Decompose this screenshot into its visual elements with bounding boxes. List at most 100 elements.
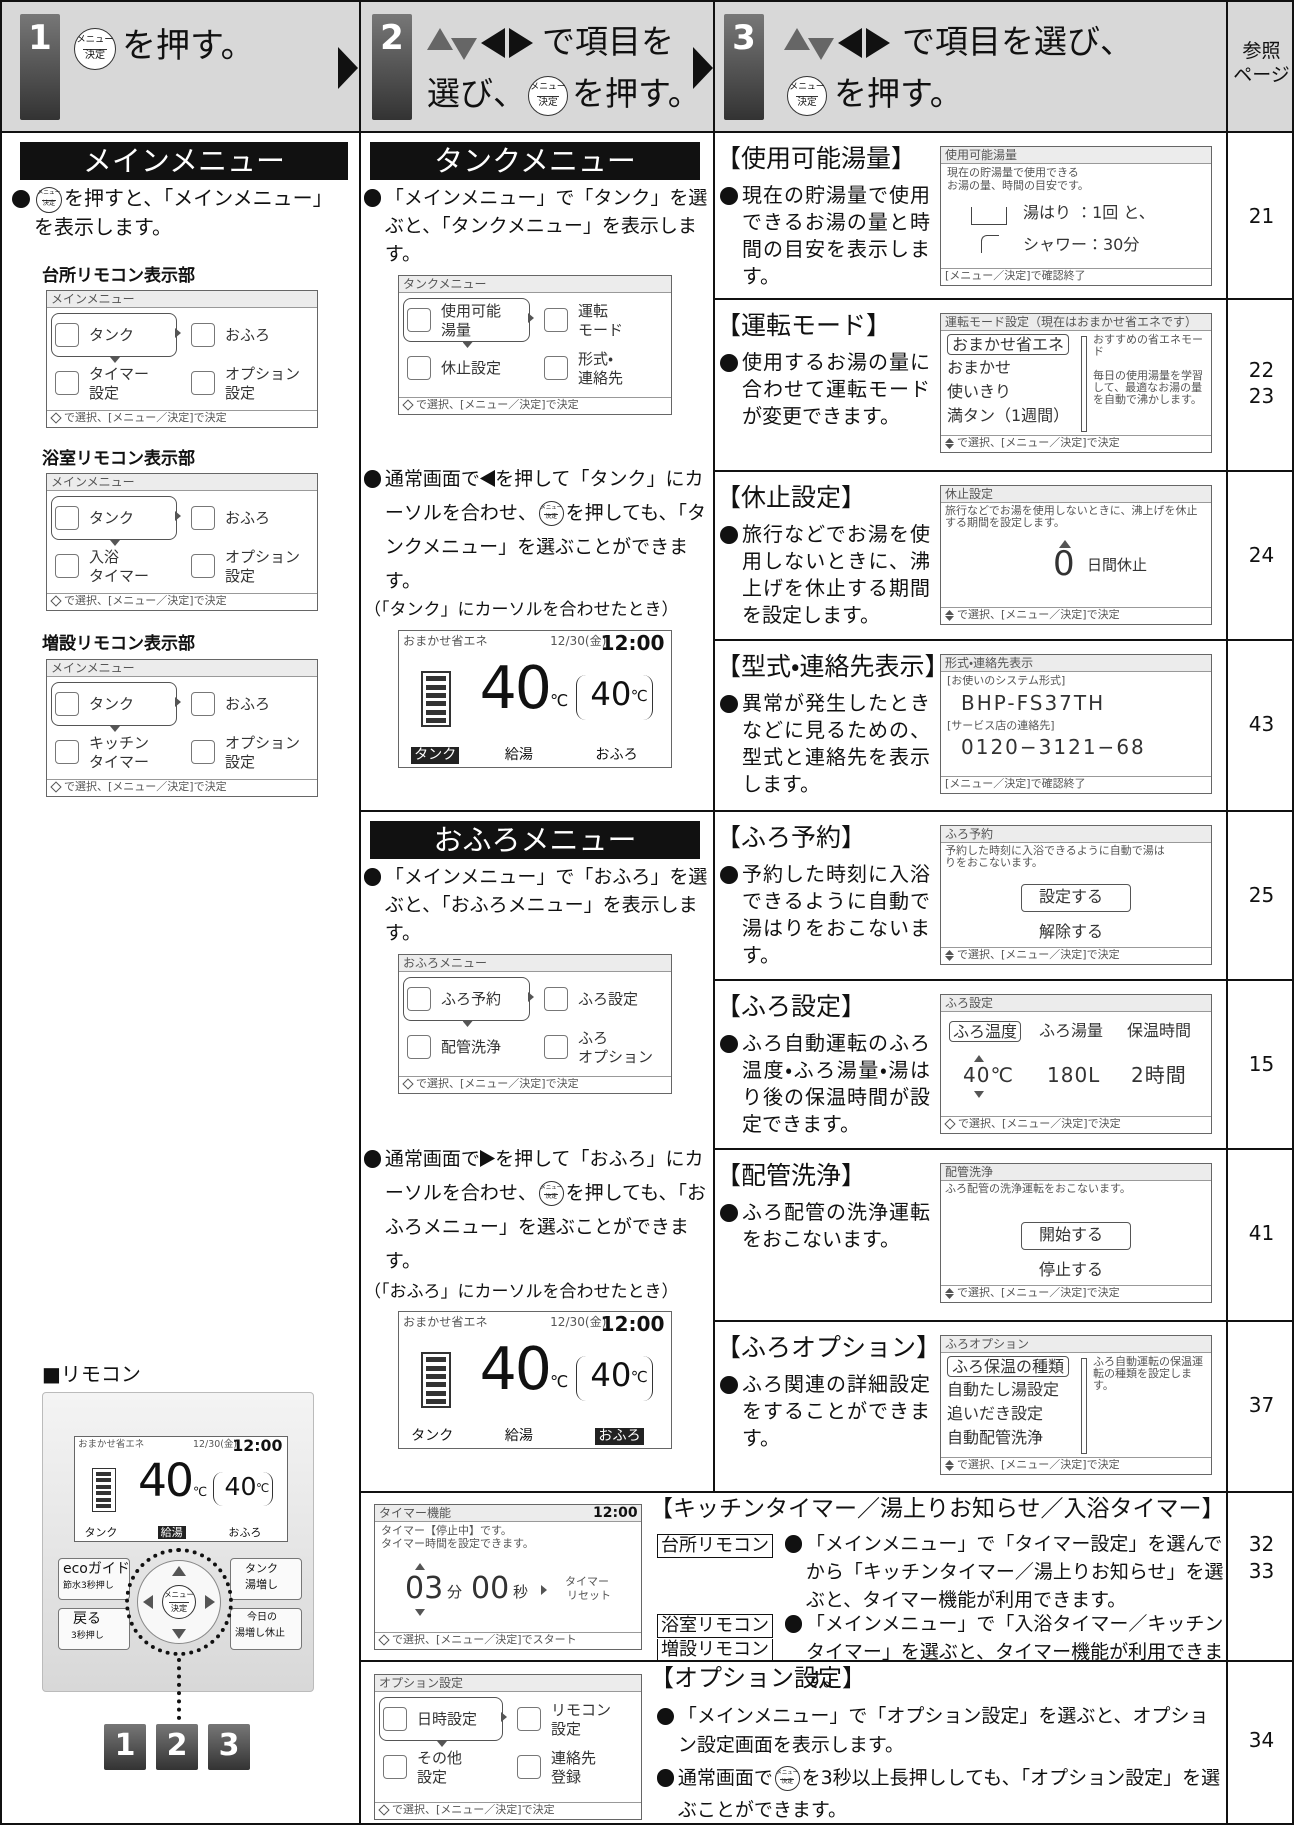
text: 旅行などでお湯を使用しないときに、沸上げを休止する期間を設定します。	[742, 522, 930, 627]
screen-title-bar	[47, 291, 317, 308]
text: 【型式・連絡先表示】	[716, 652, 950, 681]
text: 【使用可能湯量】	[716, 144, 917, 173]
text: ℃	[630, 687, 648, 706]
text: 日間休止	[1087, 556, 1148, 574]
arrow-icon	[175, 328, 181, 338]
paragraph: 現在の貯湯量で使用できるお湯の量と時間の目安を表示します。	[720, 182, 930, 290]
screen-footer-bar	[47, 593, 317, 609]
text: 12:00	[593, 1505, 638, 1521]
screen-footer: で選択、[メニュー／決定]で決定	[392, 1803, 555, 1816]
step-number: 1	[114, 1728, 136, 1763]
text: 「メインメニュー」で「入浴タイマー／キッチンタイマー」を選ぶと、タイマー機能が利…	[805, 1613, 1224, 1691]
gauge-bar	[426, 709, 447, 715]
arrow-icon	[974, 1091, 984, 1098]
arrow-icon	[110, 726, 120, 732]
paragraph: 「メインメニュー」で「入浴タイマー／キッチンタイマー」を選ぶと、タイマー機能が利…	[785, 1610, 1225, 1694]
screen: 運転モード設定（現在はおまかせ省エネです） で選択、[メニュー／決定]で決定 おまか…	[940, 313, 1212, 453]
text: 増設リモコン	[657, 1639, 773, 1662]
menu-item: 設定	[225, 753, 256, 771]
menu-item: タイマー	[89, 753, 150, 771]
menu-icon	[407, 308, 431, 332]
text: 自動たし湯設定	[947, 1380, 1060, 1399]
menu-item: タイマー	[89, 567, 150, 585]
text: 2時間	[1131, 1063, 1187, 1087]
text: 異常が発生したときなどに見るための、型式と連絡先を表示します。	[742, 691, 930, 796]
bullet	[657, 1707, 675, 1726]
menu-item: オプション	[225, 734, 301, 752]
arrow-icon	[541, 1585, 547, 1595]
screen-footer-bar	[399, 1076, 671, 1092]
screen-title-bar	[47, 474, 317, 491]
text: を押して「タンク」にカーソルを合わせ、	[384, 468, 704, 524]
text: 34	[1248, 1728, 1275, 1752]
text: ページ	[1233, 64, 1290, 86]
icon-text: メニュー	[789, 81, 825, 92]
screen-footer: で選択、[メニュー／決定]で決定	[957, 1286, 1120, 1299]
arrow-icon	[415, 1609, 425, 1616]
text: を押すと、「メインメニュー」を表示します。	[34, 186, 333, 239]
gauge-bar	[95, 1478, 112, 1483]
screen-title: 使用可能湯量	[945, 148, 1018, 162]
text: 湯はり ：1回 と、	[1023, 203, 1155, 222]
text: タンク	[84, 1525, 118, 1539]
menu-item: 日時設定	[417, 1710, 478, 1728]
text: 25	[1248, 883, 1275, 907]
text: を押して「おふろ」にカーソルを合わせ、	[384, 1148, 704, 1204]
text: ふろ配管の洗浄運転をおこないます。	[742, 1200, 930, 1251]
text: 0	[1053, 544, 1075, 584]
menu-button-icon: メニュー 決定	[787, 76, 827, 116]
text: 12/30(金)	[550, 634, 607, 649]
text: 【配管洗浄】	[716, 1161, 867, 1190]
screen-title-bar	[941, 486, 1211, 503]
step-number: 1	[28, 18, 52, 58]
paragraph: 予約した時刻に入浴できるように自動で湯はりをおこないます。	[720, 861, 930, 969]
arrow-icon	[462, 342, 473, 348]
gauge-bar	[426, 676, 447, 682]
bullet	[720, 694, 738, 713]
step-number-box: 3	[724, 14, 764, 120]
text: 秒	[513, 1583, 529, 1601]
selected-button	[1021, 1222, 1131, 1250]
text: を押しても、「おふろメニュー」を選ぶことができます。	[384, 1182, 707, 1272]
bath-bracket	[576, 675, 653, 720]
rule	[714, 639, 1292, 641]
screen-title-bar	[941, 826, 1211, 843]
screen-title-bar	[941, 1336, 1211, 1353]
screen-footer-bar	[399, 397, 671, 413]
bullet	[785, 1535, 803, 1553]
tank-gauge	[421, 671, 452, 727]
menu-button-icon: メニュー 決定	[528, 76, 568, 116]
text: 32	[1248, 1532, 1275, 1556]
text: ふろ温度	[949, 1021, 1022, 1043]
bullet	[657, 1769, 675, 1787]
gauge-bar	[426, 718, 447, 724]
text: おふろ	[595, 1427, 644, 1445]
rule	[360, 1491, 1292, 1493]
menu-item: タンク	[89, 509, 135, 527]
text: 40	[137, 1454, 194, 1508]
text: 「メインメニュー」で「おふろ」を選ぶと、「おふろメニュー」を表示します。	[384, 866, 708, 944]
bullet	[720, 1203, 738, 1222]
menu-item: 登録	[551, 1768, 582, 1786]
text: 給湯	[157, 1525, 186, 1539]
section-title: メインメニュー	[82, 144, 286, 178]
icon-text: メニュー	[530, 81, 566, 92]
text: 満タン（1週間）	[947, 406, 1070, 425]
tank-gauge	[421, 1352, 452, 1408]
screen-footer-bar	[941, 435, 1211, 451]
text: ふろ関連の詳細設定をすることができます。	[742, 1372, 930, 1450]
tub-icon	[971, 207, 1007, 225]
remote-button: 戻る 3秒押し	[58, 1608, 130, 1650]
menu-button-icon: メニュー 決定	[74, 28, 116, 70]
text: 湯増し休止	[235, 1628, 285, 1639]
arrow-icon	[528, 992, 534, 1002]
bullet	[364, 868, 382, 886]
tank-gauge	[92, 1468, 116, 1512]
text: 台所リモコン表示部	[42, 266, 195, 286]
menu-item: 連絡先	[578, 369, 624, 387]
text: 24	[1248, 543, 1275, 567]
menu-icon	[544, 356, 568, 380]
text: 追いだき設定	[947, 1404, 1044, 1423]
icon-text: 決定	[84, 49, 106, 61]
